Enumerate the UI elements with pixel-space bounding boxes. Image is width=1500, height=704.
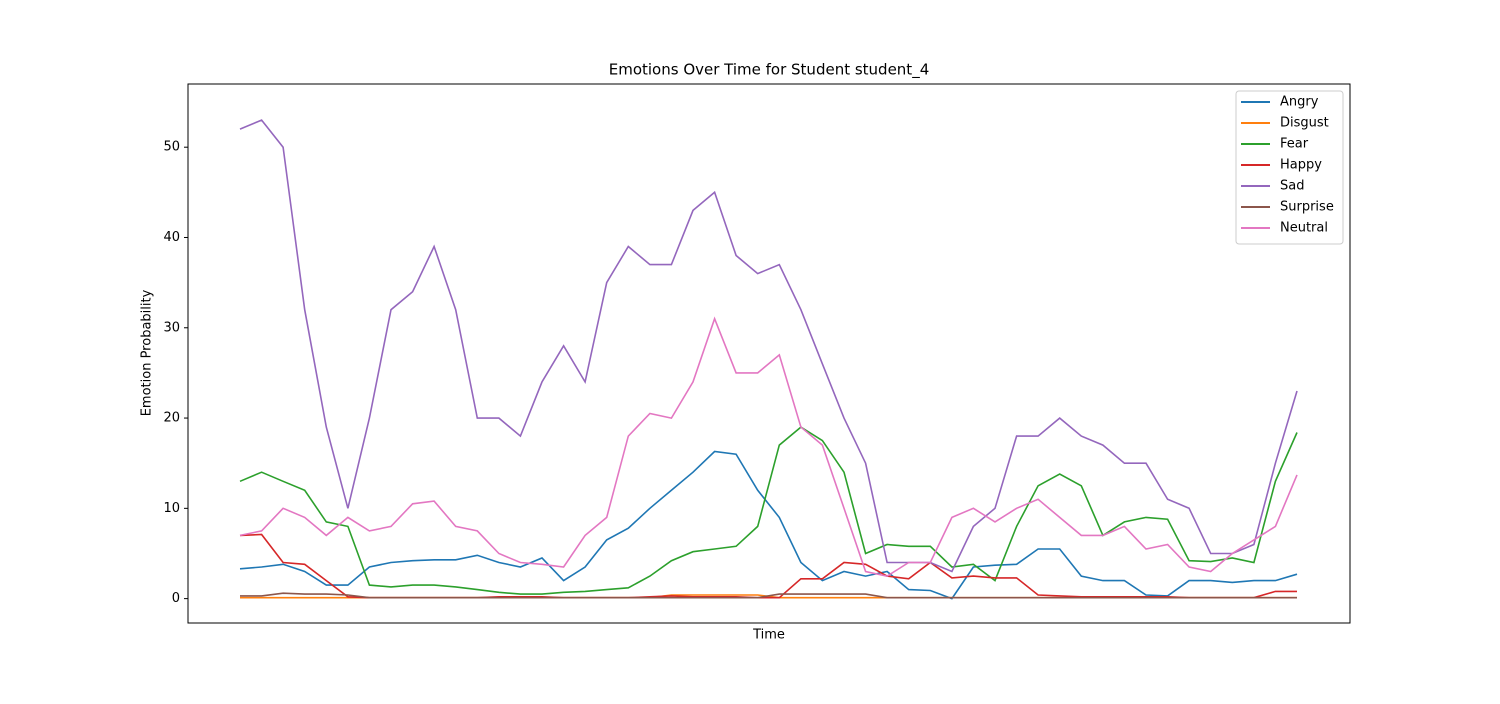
plot-frame <box>187 83 1351 624</box>
legend-label: Fear <box>1280 137 1309 152</box>
series-line <box>239 533 1297 599</box>
legend-box <box>1235 90 1344 245</box>
series-line <box>239 450 1298 600</box>
legend-label: Sad <box>1280 179 1304 194</box>
legend-label: Happy <box>1280 158 1322 173</box>
y-axis-label: Emotion Probability <box>140 289 155 416</box>
chart-title: Emotions Over Time for Student student_4 <box>609 61 930 80</box>
series-line <box>239 119 1298 573</box>
legend-label: Neutral <box>1280 221 1328 236</box>
x-axis-label: Time <box>752 628 785 643</box>
series-line <box>239 426 1298 595</box>
legend-label: Angry <box>1280 95 1319 110</box>
y-tick-label: 20 <box>163 411 180 426</box>
y-tick-label: 50 <box>163 140 180 155</box>
legend-label: Surprise <box>1280 200 1334 215</box>
y-tick-label: 10 <box>163 501 180 516</box>
y-tick-label: 0 <box>172 591 180 606</box>
series-line <box>240 592 1297 599</box>
legend-label: Disgust <box>1280 116 1329 131</box>
y-tick-label: 30 <box>163 320 180 335</box>
y-tick-label: 40 <box>163 230 180 245</box>
series-line <box>239 316 1298 577</box>
